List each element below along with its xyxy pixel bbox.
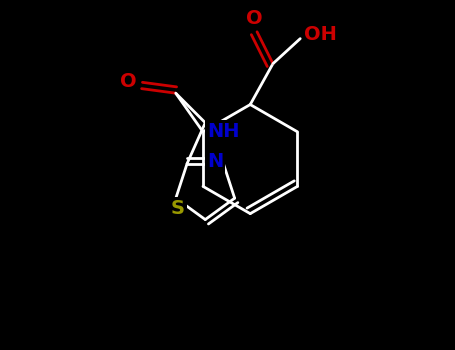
Text: N: N bbox=[207, 152, 223, 171]
Text: S: S bbox=[171, 199, 185, 218]
Text: O: O bbox=[120, 72, 136, 91]
Text: O: O bbox=[247, 9, 263, 28]
Text: NH: NH bbox=[207, 122, 240, 141]
Text: OH: OH bbox=[304, 25, 337, 44]
